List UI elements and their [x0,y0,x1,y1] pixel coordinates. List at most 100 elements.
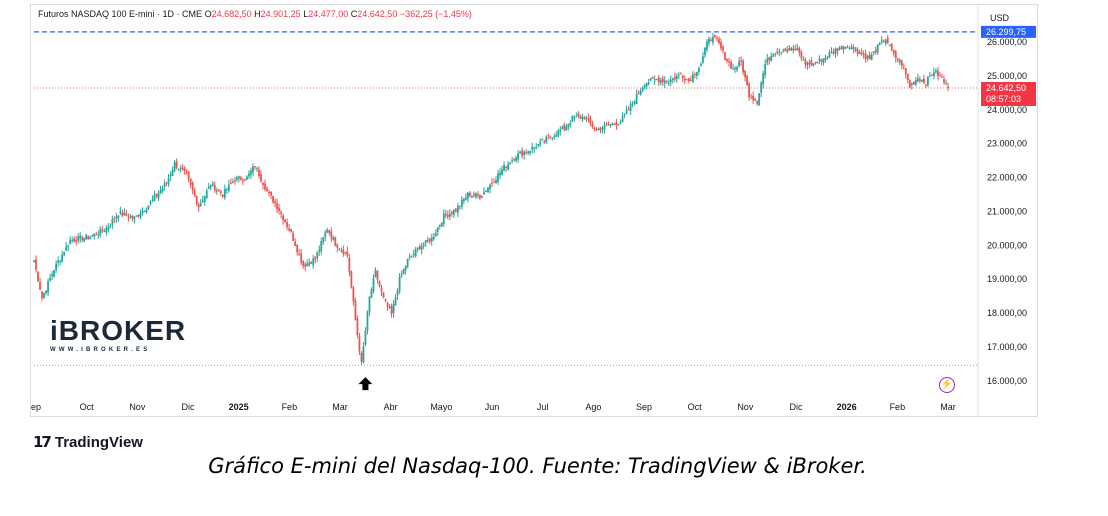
candle-body [931,74,933,76]
candle-body [129,216,132,218]
candle-body [858,52,861,54]
candle-body [776,51,779,54]
candle-body [591,123,594,127]
candle-body [635,93,638,104]
candle-body [649,78,652,81]
candle-body [466,192,469,199]
candle-body [752,95,755,101]
candle-body [250,170,252,175]
candle-body [75,240,78,242]
candle-body [535,147,538,149]
candle-body [97,234,100,236]
candle-body [641,87,644,91]
candle-body [59,260,62,262]
candle-body [91,235,94,237]
candle-body [79,235,82,239]
candle-body [822,58,825,63]
candle-body [244,178,246,180]
candle-body [242,180,244,182]
candle-body [308,262,311,266]
candle-body [627,109,630,111]
countdown-label: 08:57:03 [986,94,1021,104]
candle-body [326,229,329,233]
candle-body [372,278,375,291]
candle-body [93,233,96,237]
candle-body [493,181,495,183]
candle-body [380,287,383,292]
candle-body [603,124,606,130]
lightning-icon[interactable]: ⚡ [939,377,955,393]
candle-body [820,59,823,62]
time-axis[interactable]: ep Oct Nov Dic 2025 Feb Mar Abr Mayo Jun Jul Ago Sep… [31,402,956,412]
candle-body [852,46,855,49]
candle-body [894,51,897,59]
candle-body [320,241,323,252]
candle-body [700,64,702,67]
candle-body [782,50,785,52]
candle-body [67,245,70,248]
candle-body [302,261,305,267]
candle-body [35,259,37,270]
candle-body [886,37,889,44]
candle-body [356,318,359,335]
candle-body [585,117,588,120]
price-axis[interactable]: 16.000,00 17.000,00 18.000,00 19.000,00 20.0… [977,5,1027,416]
candle-body [501,169,503,175]
symbol-legend[interactable]: Futuros NASDAQ 100 E-mini · 1D · CME O24… [38,9,472,19]
candle-body [880,40,883,43]
currency-button[interactable]: USD [990,13,1010,23]
candle-body [768,57,771,61]
candle-body [165,182,168,184]
candle-body [599,127,602,131]
candle-body [464,197,467,200]
candle-body [900,60,903,66]
candle-body [149,201,152,204]
candle-body [663,80,666,84]
x-tick-label: ep [31,402,41,412]
candle-body [850,47,853,50]
candle-body [111,219,114,225]
open-label: O [204,9,212,19]
candle-body [702,56,704,63]
high-price-label: 26.299,75 [986,27,1026,37]
candle-body [539,141,542,145]
candle-body [47,281,49,293]
y-tick-label: 25.000,00 [987,71,1027,81]
low-value: 24.477,00 [308,9,349,19]
candle-body [794,48,797,51]
candle-body [51,274,53,277]
y-tick-label: 17.000,00 [987,342,1027,352]
candle-body [179,168,182,170]
candle-body [902,67,905,69]
candle-body [888,44,891,46]
candle-body [683,78,686,81]
candle-body [529,150,532,154]
x-tick-label: Mar [332,402,348,412]
candle-body [473,193,475,196]
chart-frame[interactable] [30,4,1038,417]
candle-body [788,47,791,51]
candle-body [229,182,232,184]
candle-body [276,203,278,210]
candle-body [679,73,682,75]
figure-caption: Gráfico E-mini del Nasdaq-100. Fuente: T… [208,454,867,478]
candle-body [868,54,871,60]
candle-body [834,48,837,54]
candle-body [338,249,341,251]
candle-body [838,48,841,50]
candle-body [503,165,505,171]
candle-body [706,41,708,50]
candle-body [665,80,668,82]
candle-body [107,226,110,230]
candle-body [812,63,815,66]
candle-body [137,214,140,217]
candle-body [61,254,64,262]
candle-body [898,60,901,63]
candle-body [131,215,134,219]
candle-body [483,191,485,195]
candle-body [85,234,88,240]
candle-body [256,167,258,169]
candle-body [633,101,636,104]
candle-body [318,249,321,252]
